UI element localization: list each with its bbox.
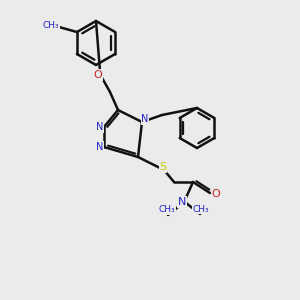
Text: CH₃: CH₃ <box>159 206 175 214</box>
Text: N: N <box>96 122 104 132</box>
Text: N: N <box>141 114 149 124</box>
Text: N: N <box>178 197 186 207</box>
Text: O: O <box>94 70 102 80</box>
Text: O: O <box>212 189 220 199</box>
Text: N: N <box>96 142 104 152</box>
Text: S: S <box>159 162 167 172</box>
Text: CH₃: CH₃ <box>43 22 59 31</box>
Text: CH₃: CH₃ <box>193 205 209 214</box>
